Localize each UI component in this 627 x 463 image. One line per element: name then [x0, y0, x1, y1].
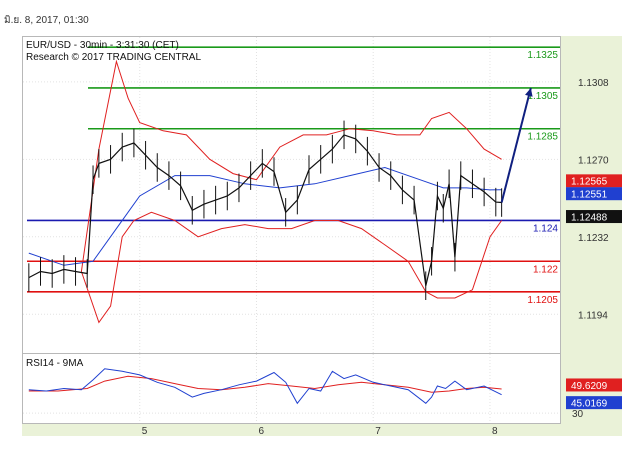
bollinger-lower-line: [80, 211, 503, 324]
level-label-5: 1.1205: [527, 295, 558, 306]
rsi-line: [28, 368, 502, 405]
level-label-1: 1.1305: [527, 91, 558, 102]
level-label-4: 1.122: [533, 264, 558, 275]
chart-subtitle: Research © 2017 TRADING CENTRAL: [26, 52, 201, 63]
price-series-group: [28, 59, 533, 324]
x-axis-strip: [22, 423, 560, 436]
rsi-grid: [23, 354, 560, 423]
price-tag-label-1: 1.12551: [571, 189, 608, 200]
main-plot-frame: [22, 36, 561, 354]
rsi-tag-label-1: 45.0169: [571, 398, 608, 409]
x-tick-labels: 5 6 7 8: [142, 426, 498, 437]
rsi-y-tick-label-0: 30: [572, 409, 584, 420]
x-tick-label-2: 7: [375, 426, 381, 437]
rsi-tag-label-0: 49.6209: [571, 381, 608, 392]
y-axis-panel: [560, 36, 622, 436]
bollinger-upper-line: [80, 59, 502, 272]
price-tag-label-0: 1.12565: [571, 177, 608, 188]
y-tick-label-0: 1.1308: [578, 78, 609, 89]
timestamp-label: มิ.ย. 8, 2017, 01:30: [4, 15, 89, 26]
y-tick-label-1: 1.1270: [578, 155, 609, 166]
price-line: [28, 134, 502, 286]
x-tick-label-3: 8: [492, 426, 498, 437]
chart-title: EUR/USD - 30min - 3:31:30 (CET): [26, 40, 179, 51]
rsi-tag-bg-0: [566, 378, 622, 392]
moving-average-line: [28, 166, 502, 266]
level-label-2: 1.1285: [527, 132, 558, 143]
price-tag-label-2: 1.12488: [571, 212, 608, 223]
rsi-plot-frame: [22, 353, 561, 424]
y-tick-labels: 1.1308 1.1270 1.1232 1.1194 30: [572, 78, 609, 420]
y-tick-label-2: 1.1232: [578, 233, 609, 244]
level-lines: 1.1325 1.1305 1.1285 1.124 1.122 1.1205: [27, 46, 560, 306]
x-tick-label-1: 6: [258, 426, 264, 437]
rsi-title: RSI14 - 9MA: [26, 358, 84, 369]
forecast-arrow-shaft: [500, 87, 532, 203]
level-label-0: 1.1325: [527, 50, 558, 61]
rsi-series-group: [28, 368, 502, 405]
price-tag-bg-0: [566, 174, 622, 188]
x-tick-label-0: 5: [142, 426, 148, 437]
main-grid: [23, 37, 560, 353]
rsi-tag-bg-1: [566, 396, 622, 410]
price-tag-bg-2: [566, 210, 622, 224]
forecast-arrow-head: [525, 87, 533, 97]
y-tick-label-3: 1.1194: [578, 310, 608, 321]
level-label-3: 1.124: [533, 223, 558, 234]
price-tag-bg-1: [566, 187, 622, 201]
rsi-ma-line: [28, 375, 502, 393]
